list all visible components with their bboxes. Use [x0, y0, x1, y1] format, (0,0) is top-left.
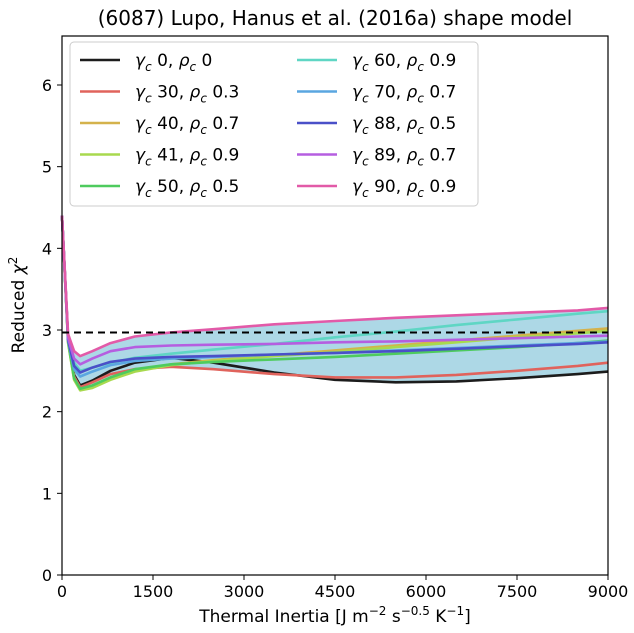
x-axis-label-main: Thermal Inertia [J m	[198, 607, 368, 627]
x-tick-label: 1500	[133, 582, 174, 601]
legend-label-2: γc 40, ρc 0.7	[135, 114, 239, 137]
legend-label-3: γc 41, ρc 0.9	[135, 146, 239, 169]
x-axis-label-mid2: K	[430, 607, 447, 627]
y-tick-label: 6	[42, 76, 52, 95]
series-line-9	[60, 215, 609, 358]
y-tick-label: 5	[42, 158, 52, 177]
y-axis-label: Reduced χ2	[6, 257, 29, 354]
x-axis-label-mid1: s	[386, 607, 400, 627]
chart-title: (6087) Lupo, Hanus et al. (2016a) shape …	[98, 6, 573, 30]
x-axis-label-end: ]	[464, 607, 471, 627]
x-axis-label: Thermal Inertia [J m−2 s−0.5 K−1]	[198, 604, 470, 627]
legend-box	[69, 41, 479, 207]
x-tick-label: 0	[57, 582, 67, 601]
x-axis-label-sup1: −2	[369, 604, 387, 618]
series-line-8	[60, 215, 609, 366]
legend-label-5: γc 60, ρc 0.9	[352, 51, 456, 74]
series-line-5	[60, 215, 609, 373]
y-axis-ticks: 0 1 2 3 4 5 6	[42, 76, 62, 585]
legend-label-9: γc 90, ρc 0.9	[352, 177, 456, 200]
y-axis-label-main: Reduced	[9, 274, 29, 353]
y-axis-label-chi: χ	[9, 263, 29, 275]
x-tick-label: 7500	[497, 582, 538, 601]
x-axis-label-sup3: −1	[446, 604, 464, 618]
y-tick-label: 2	[42, 403, 52, 422]
legend-label-0: γc 0, ρc 0	[135, 51, 212, 74]
lines-layer	[60, 215, 609, 392]
x-tick-label: 9000	[588, 582, 629, 601]
x-axis-ticks: 0 1500 3000 4500 6000 7500 9000	[57, 575, 628, 601]
y-tick-label: 4	[42, 239, 52, 258]
x-tick-label: 3000	[224, 582, 265, 601]
legend-label-7: γc 88, ρc 0.5	[352, 114, 456, 137]
y-axis-label-sup: 2	[6, 257, 20, 265]
x-axis-label-sup2: −0.5	[401, 604, 430, 618]
x-tick-label: 6000	[406, 582, 447, 601]
y-tick-label: 0	[42, 566, 52, 585]
x-tick-label: 4500	[315, 582, 356, 601]
series-line-7	[60, 215, 609, 374]
legend: γc 0, ρc 0 γc 30, ρc 0.3 γc 40, ρc 0.7 γc 4…	[69, 41, 479, 207]
y-tick-label: 3	[42, 321, 52, 340]
legend-label-4: γc 50, ρc 0.5	[135, 177, 239, 200]
legend-label-1: γc 30, ρc 0.3	[135, 83, 239, 106]
legend-label-6: γc 70, ρc 0.7	[352, 83, 456, 106]
y-tick-label: 1	[42, 484, 52, 503]
legend-label-8: γc 89, ρc 0.7	[352, 146, 456, 169]
